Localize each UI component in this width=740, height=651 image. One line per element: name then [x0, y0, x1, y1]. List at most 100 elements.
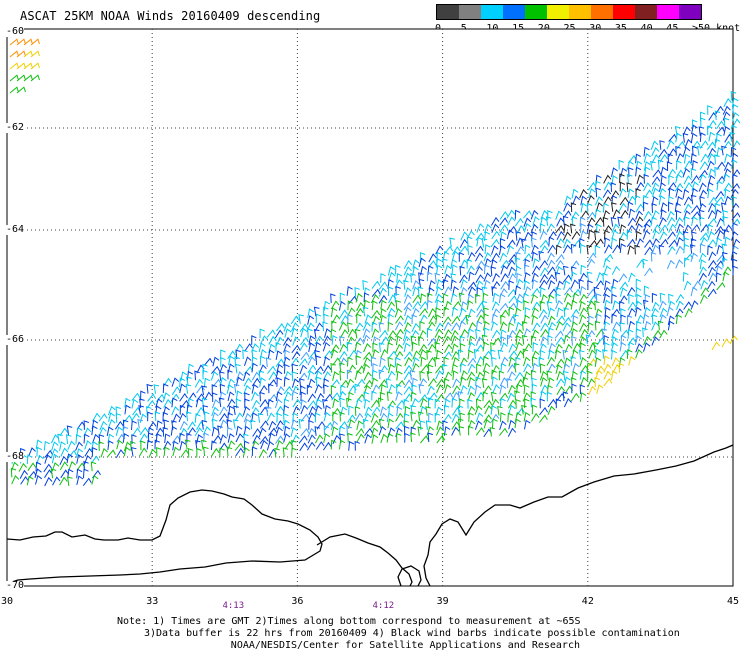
wind-barb — [722, 105, 731, 115]
wind-barb — [458, 292, 465, 303]
wind-barb — [50, 468, 57, 479]
wind-barb — [155, 398, 163, 408]
wind-barb — [404, 432, 410, 443]
wind-barb — [258, 385, 268, 394]
wind-barb — [299, 323, 309, 333]
wind-barb — [418, 278, 425, 289]
wind-barb — [706, 141, 716, 150]
wind-barb — [660, 202, 668, 212]
pass-time-label: 4:12 — [372, 601, 395, 611]
wind-barb — [675, 187, 683, 198]
wind-barb — [562, 215, 569, 226]
wind-barb — [612, 209, 621, 219]
wind-barb — [562, 274, 572, 283]
wind-barb — [300, 351, 310, 361]
wind-barb — [626, 349, 633, 359]
wind-barb — [531, 356, 538, 367]
wind-barb — [260, 335, 269, 345]
wind-barb — [628, 167, 634, 177]
wind-barb — [676, 152, 684, 163]
wind-barb — [467, 405, 476, 416]
wind-barb — [691, 231, 697, 241]
wind-barb — [324, 404, 331, 415]
wind-barb — [628, 355, 636, 366]
wind-barb — [187, 447, 194, 458]
wind-barb — [586, 244, 592, 255]
wind-barb — [403, 329, 411, 339]
map-title: ASCAT 25KM NOAA Winds 20160409 descendin… — [20, 9, 321, 23]
wind-barb — [586, 300, 596, 310]
wind-barb — [491, 301, 500, 311]
wind-barb — [243, 433, 249, 444]
wind-barb — [618, 159, 624, 170]
wind-barb — [554, 330, 564, 339]
wind-barb — [481, 334, 488, 345]
wind-barb — [403, 279, 409, 290]
wind-barb — [340, 379, 349, 389]
wind-barb — [698, 126, 705, 136]
wind-barb — [284, 363, 290, 374]
wind-barb — [259, 355, 266, 366]
wind-barb — [394, 356, 401, 367]
wind-barb — [107, 405, 116, 416]
wind-barb — [547, 315, 556, 326]
wind-barb — [563, 357, 572, 368]
wind-barb — [244, 356, 252, 366]
wind-barb — [595, 238, 604, 247]
wind-barb — [500, 362, 507, 373]
wind-barb — [251, 343, 259, 353]
wind-barb — [67, 440, 76, 450]
wind-barb — [418, 343, 428, 353]
wind-barb — [412, 377, 418, 388]
wind-barb — [442, 413, 452, 423]
wind-barb — [570, 260, 580, 269]
wind-barb — [627, 195, 636, 205]
wind-barb — [428, 378, 437, 387]
wind-barb — [628, 293, 634, 304]
wind-barb — [395, 328, 404, 338]
wind-barb — [371, 384, 380, 394]
wind-barb — [403, 351, 413, 360]
wind-barb — [619, 196, 629, 206]
wind-barb — [611, 223, 620, 233]
wind-barb — [298, 314, 304, 324]
wind-barb — [378, 369, 385, 380]
wind-barb — [244, 398, 250, 409]
wind-barb — [233, 383, 240, 394]
wind-barb — [596, 272, 604, 282]
wind-barb — [508, 295, 518, 304]
wind-barb — [500, 231, 507, 242]
wind-barb — [723, 161, 732, 171]
wind-barb — [266, 440, 275, 451]
wind-barb — [531, 237, 537, 248]
wind-barb — [714, 138, 721, 149]
wind-barb — [283, 404, 290, 415]
wind-barb — [363, 412, 372, 423]
wind-barb — [715, 237, 723, 248]
wind-barb — [212, 378, 222, 388]
wind-barb — [451, 421, 461, 430]
wind-barb — [410, 411, 416, 422]
wind-barb — [593, 342, 599, 352]
wind-barb — [579, 293, 588, 303]
wind-barb — [682, 133, 689, 143]
wind-barb — [523, 411, 531, 422]
wind-barb — [508, 280, 514, 290]
wind-barb — [714, 225, 724, 235]
wind-barb — [635, 223, 643, 233]
wind-barb — [314, 335, 324, 345]
wind-barb — [435, 335, 444, 345]
wind-barb — [530, 369, 537, 380]
wind-barb — [450, 258, 458, 269]
wind-barb — [380, 433, 388, 444]
wind-barb — [500, 273, 509, 283]
wind-barb — [731, 196, 737, 206]
wind-barb — [435, 406, 443, 416]
wind-barb — [618, 362, 624, 373]
wind-barb — [458, 425, 465, 436]
wind-barb — [396, 406, 403, 416]
wind-barb — [498, 370, 505, 381]
wind-barb — [28, 447, 36, 457]
wind-barb — [418, 378, 428, 388]
wind-barb — [515, 329, 524, 339]
